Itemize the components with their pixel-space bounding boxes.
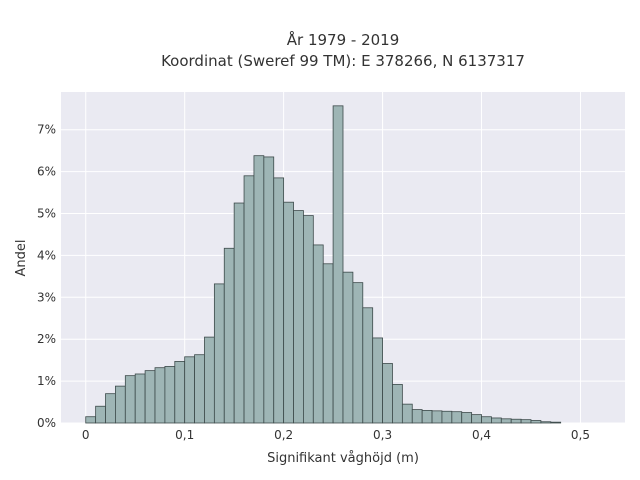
histogram-bar — [164, 366, 176, 424]
histogram-bar — [332, 105, 344, 424]
histogram-bar — [124, 375, 136, 424]
y-axis-label: Andel — [14, 240, 29, 277]
histogram-bar — [263, 156, 275, 424]
histogram-bar — [481, 416, 492, 424]
histogram-bar — [550, 421, 562, 424]
histogram-bar — [283, 201, 294, 424]
histogram-bar — [431, 410, 443, 424]
histogram-bar — [273, 177, 285, 424]
x-axis-label: Signifikant våghöjd (m) — [267, 451, 419, 466]
x-tick-labels: 0 0,1 0,2 0,3 0,4 0,5 — [82, 428, 590, 442]
y-tick-label: 5% — [37, 207, 56, 221]
x-tick-label: 0,3 — [373, 428, 392, 442]
histogram-bar — [233, 202, 245, 424]
x-tick-label: 0 — [82, 428, 90, 442]
histogram-bar — [352, 282, 364, 424]
histogram-bar — [322, 263, 334, 424]
y-tick-label: 4% — [37, 248, 56, 262]
histogram-bar — [372, 337, 383, 424]
histogram-bar — [253, 155, 265, 424]
x-tick-label: 0,2 — [274, 428, 293, 442]
histogram-bar — [154, 367, 166, 424]
histogram-bar — [520, 419, 532, 424]
histogram-bar — [293, 210, 304, 424]
histogram-bar — [303, 215, 314, 424]
y-tick-labels: 0% 1% 2% 3% 4% 5% 6% 7% — [37, 123, 56, 430]
histogram-bar — [134, 373, 146, 424]
histogram-bar — [144, 370, 156, 424]
histogram-bar — [540, 421, 552, 424]
y-tick-label: 3% — [37, 290, 56, 304]
histogram-bar — [204, 336, 215, 424]
histogram-bar — [223, 247, 235, 424]
histogram-bar — [382, 363, 393, 424]
y-tick-label: 6% — [37, 165, 56, 179]
histogram-bars — [85, 105, 562, 424]
histogram-bar — [95, 405, 106, 424]
histogram-bar — [411, 409, 423, 424]
histogram-bar — [213, 283, 225, 424]
histogram-bar — [401, 403, 413, 424]
histogram-bar — [451, 411, 463, 424]
x-tick-label: 0,4 — [472, 428, 491, 442]
histogram-bar — [510, 418, 522, 424]
histogram-bar — [491, 417, 502, 424]
histogram-bar — [362, 307, 374, 424]
y-tick-label: 7% — [37, 123, 56, 137]
chart-title-line1: År 1979 - 2019 — [287, 30, 400, 49]
histogram-bar — [184, 356, 195, 424]
histogram-bar — [194, 354, 205, 424]
y-tick-label: 2% — [37, 332, 56, 346]
histogram-bar — [530, 420, 542, 424]
histogram-bar — [243, 175, 255, 424]
histogram-bar — [312, 244, 324, 424]
histogram-bar — [441, 410, 453, 424]
histogram-bar — [500, 418, 512, 424]
histogram-bar — [105, 393, 116, 424]
histogram-bar — [392, 384, 403, 424]
histogram-bar — [85, 416, 97, 424]
histogram-bar — [461, 412, 473, 424]
histogram-bar — [421, 410, 433, 424]
y-tick-label: 1% — [37, 374, 56, 388]
chart-title-line2: Koordinat (Sweref 99 TM): E 378266, N 61… — [161, 52, 525, 70]
histogram-bar — [115, 385, 126, 424]
histogram-bar — [174, 361, 186, 424]
x-tick-label: 0,5 — [571, 428, 590, 442]
histogram-bar — [471, 414, 482, 424]
x-tick-label: 0,1 — [175, 428, 194, 442]
histogram-bar — [342, 271, 354, 424]
y-tick-label: 0% — [37, 416, 56, 430]
